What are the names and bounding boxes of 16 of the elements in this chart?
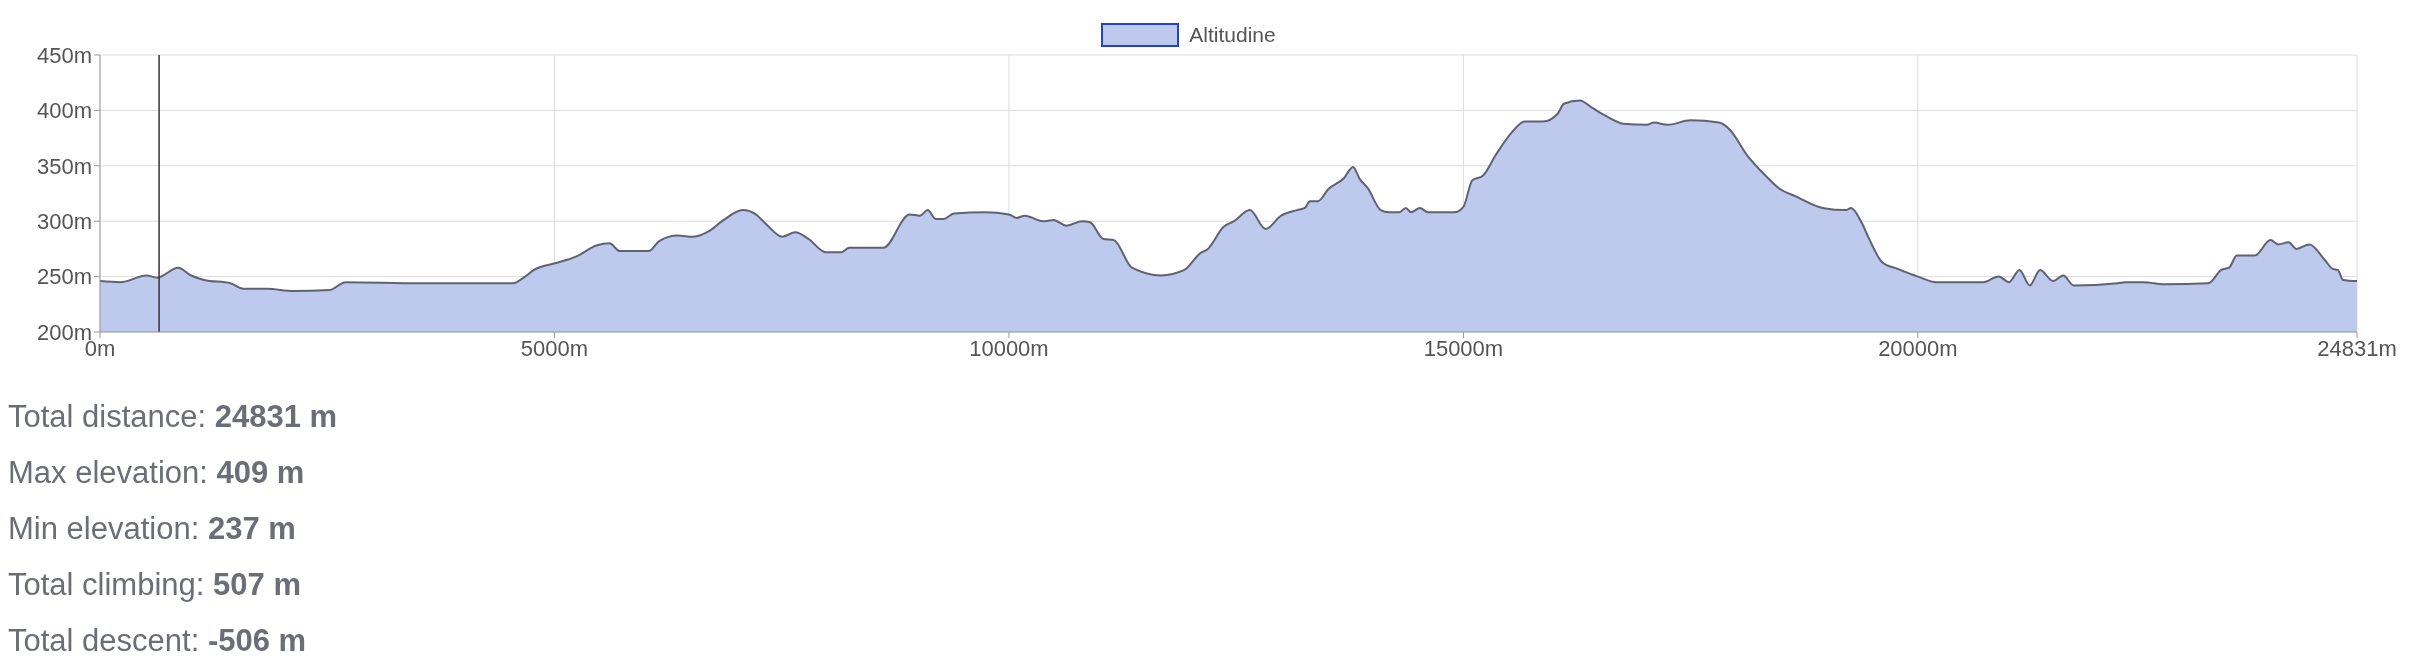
x-tick-label: 10000m [969,335,1049,361]
text: Total descent: -506 m [8,623,307,658]
text: Total climbing: 507 m [8,567,301,602]
y-tick-label: 350m [36,153,92,179]
text: Min elevation: 237 m [8,511,296,546]
y-tick-label: 400m [36,98,92,124]
text: Max elevation: 409 m [8,455,305,490]
text: Total distance: 24831 m [8,399,338,434]
x-tick-label: 15000m [1423,335,1504,361]
x-tick-label: 24831m [2317,335,2397,361]
legend-label: Altitudine [1189,23,1276,47]
x-tick-label: 20000m [1878,335,1958,361]
y-tick-label: 300m [36,209,92,235]
y-tick-label: 450m [36,42,92,68]
x-tick-label: 5000m [520,335,589,361]
y-tick-label: 250m [36,264,92,290]
